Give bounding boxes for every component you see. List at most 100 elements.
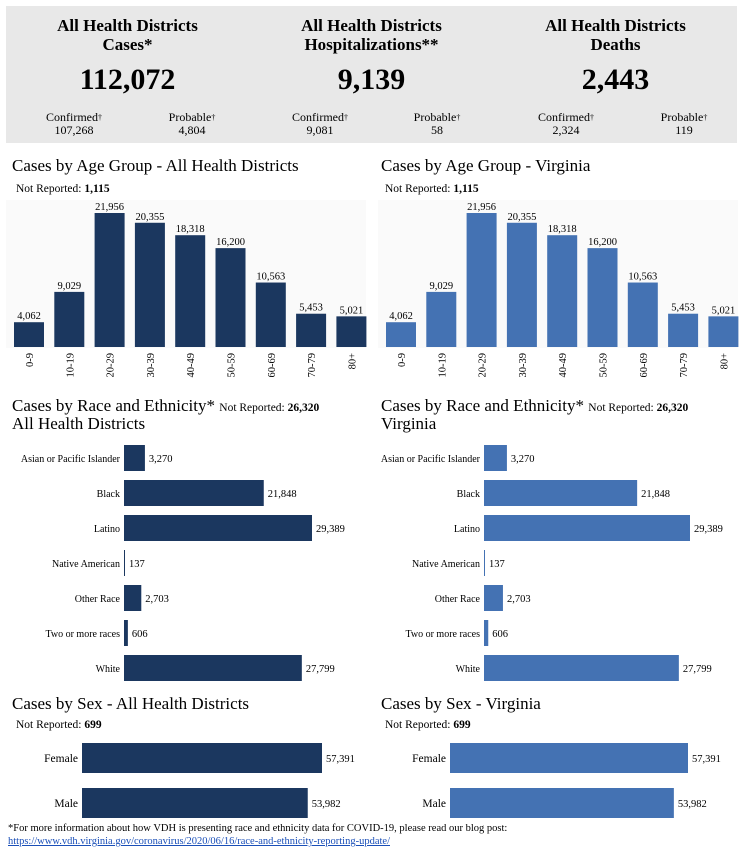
bar-50-59 bbox=[215, 248, 246, 347]
kpi-hosp-confirmed: Confirmed† 9,081 bbox=[270, 111, 370, 137]
not-reported-value: 1,115 bbox=[453, 183, 479, 195]
x-tick-label: 20-29 bbox=[478, 353, 489, 378]
probable-label: Probable bbox=[660, 110, 704, 124]
age-left-chart: 4,062 0-9 9,029 10-19 21,956 20-29 20,355 30-39… bbox=[6, 200, 367, 378]
x-tick-label: 0-9 bbox=[25, 353, 36, 367]
bar-value-label: 18,318 bbox=[176, 224, 205, 235]
not-reported-label: Not Reported: bbox=[385, 719, 451, 731]
bar-value-label: 29,389 bbox=[694, 524, 723, 535]
y-tick-label: Asian or Pacific Islander bbox=[381, 454, 481, 465]
x-tick-label: 50-59 bbox=[227, 353, 238, 378]
bar-60-69 bbox=[627, 282, 658, 347]
y-tick-label: White bbox=[96, 664, 121, 675]
bar-Latino bbox=[124, 515, 312, 541]
probable-value: 58 bbox=[431, 123, 443, 137]
x-tick-label: 80+ bbox=[347, 353, 358, 370]
kpi-cases-title-line2: Cases* bbox=[102, 35, 153, 54]
y-tick-label: Native American bbox=[52, 559, 120, 570]
y-tick-label: Other Race bbox=[75, 594, 121, 605]
y-tick-label: Other Race bbox=[435, 594, 481, 605]
bar-value-label: 137 bbox=[489, 559, 505, 570]
bar-value-label: 9,029 bbox=[429, 281, 453, 292]
bar-Black bbox=[124, 480, 264, 506]
bar-value-label: 21,848 bbox=[641, 489, 670, 500]
x-tick-label: 60-69 bbox=[267, 353, 278, 378]
race-left-title: Cases by Race and Ethnicity* Not Reporte… bbox=[12, 396, 319, 418]
probable-label: Probable bbox=[413, 110, 457, 124]
not-reported-label: Not Reported: bbox=[588, 402, 654, 414]
bar-value-label: 606 bbox=[132, 629, 148, 640]
race-right-not-reported: Not Reported: 26,320 bbox=[588, 402, 688, 414]
x-tick-label: 10-19 bbox=[437, 353, 448, 378]
kpi-deaths-confirmed: Confirmed† 2,324 bbox=[516, 111, 616, 137]
bar-Asian or Pacific Islander bbox=[484, 445, 507, 471]
x-tick-label: 60-69 bbox=[639, 353, 650, 378]
race-left-title-text: Cases by Race and Ethnicity* bbox=[12, 396, 216, 415]
race-panel-right: Cases by Race and Ethnicity* Not Reporte… bbox=[381, 396, 741, 436]
bar-value-label: 21,956 bbox=[95, 202, 124, 213]
confirmed-label: Confirmed bbox=[292, 110, 344, 124]
y-tick-label: Asian or Pacific Islander bbox=[21, 454, 121, 465]
x-tick-label: 70-79 bbox=[679, 353, 690, 378]
bar-value-label: 137 bbox=[129, 559, 145, 570]
bar-value-label: 53,982 bbox=[678, 799, 707, 810]
y-tick-label: Two or more races bbox=[405, 629, 480, 640]
sex-right-title: Cases by Sex - Virginia bbox=[381, 694, 541, 713]
footnote: *For more information about how VDH is p… bbox=[8, 822, 738, 848]
bar-80+ bbox=[336, 316, 367, 347]
x-tick-label: 50-59 bbox=[599, 353, 610, 378]
bar-White bbox=[484, 655, 679, 681]
dagger: † bbox=[211, 113, 216, 122]
race-right-title: Cases by Race and Ethnicity* Not Reporte… bbox=[381, 396, 688, 418]
kpi-hosp-title-line2: Hospitalizations** bbox=[304, 35, 439, 54]
probable-value: 119 bbox=[675, 123, 693, 137]
kpi-deaths-title: All Health Districts Deaths bbox=[494, 16, 737, 54]
y-tick-label: Native American bbox=[412, 559, 480, 570]
bar-value-label: 53,982 bbox=[312, 799, 341, 810]
x-tick-label: 80+ bbox=[719, 353, 730, 370]
summary-panel: All Health Districts Cases* 112,072 Conf… bbox=[6, 6, 737, 143]
bar-value-label: 18,318 bbox=[548, 224, 577, 235]
age-panel-right: Cases by Age Group - Virginia Not Report… bbox=[381, 156, 741, 386]
y-tick-label: Black bbox=[457, 489, 480, 500]
sex-panel-left: Cases by Sex - All Health Districts Not … bbox=[12, 694, 372, 734]
not-reported-value: 26,320 bbox=[656, 402, 689, 414]
bar-value-label: 27,799 bbox=[306, 664, 335, 675]
footnote-text: *For more information about how VDH is p… bbox=[8, 823, 508, 834]
bar-0-9 bbox=[14, 322, 44, 347]
bar-value-label: 21,956 bbox=[467, 202, 496, 213]
bar-Black bbox=[484, 480, 638, 506]
bar-value-label: 2,703 bbox=[145, 594, 169, 605]
bar-value-label: 5,021 bbox=[712, 305, 736, 316]
age-right-not-reported: Not Reported: 1,115 bbox=[385, 183, 479, 195]
bar-Two or more races bbox=[124, 620, 128, 646]
y-tick-label: Female bbox=[412, 753, 446, 765]
race-left-chart: Asian or Pacific Islander 3,270 Black 21,84… bbox=[21, 445, 345, 681]
age-right-chart: 4,062 0-9 9,029 10-19 21,956 20-29 20,355 30-39… bbox=[378, 200, 739, 378]
sex-panel-right: Cases by Sex - Virginia Not Reported: 69… bbox=[381, 694, 741, 734]
age-right-title: Cases by Age Group - Virginia bbox=[381, 156, 591, 175]
y-tick-label: White bbox=[456, 664, 481, 675]
bar-Two or more races bbox=[484, 620, 489, 646]
race-left-subtitle: All Health Districts bbox=[12, 414, 146, 433]
kpi-hosp-probable: Probable† 58 bbox=[387, 111, 487, 137]
footnote-link[interactable]: https://www.vdh.virginia.gov/coronavirus… bbox=[8, 836, 390, 847]
bar-10-19 bbox=[426, 291, 457, 347]
age-panel-left: Cases by Age Group - All Health District… bbox=[12, 156, 372, 386]
dagger: † bbox=[703, 113, 708, 122]
kpi-hosp-total: 9,139 bbox=[337, 63, 406, 96]
kpi-cases-title-line1: All Health Districts bbox=[57, 16, 198, 35]
kpi-cases-title: All Health Districts Cases* bbox=[6, 16, 249, 54]
race-left-not-reported: Not Reported: 26,320 bbox=[219, 402, 319, 414]
kpi-deaths-total: 2,443 bbox=[581, 63, 650, 96]
race-right-title-text: Cases by Race and Ethnicity* bbox=[381, 396, 585, 415]
kpi-cases-confirmed: Confirmed† 107,268 bbox=[24, 111, 124, 137]
y-tick-label: Female bbox=[44, 753, 78, 765]
y-tick-label: Two or more races bbox=[45, 629, 120, 640]
not-reported-label: Not Reported: bbox=[16, 719, 82, 731]
kpi-hosp-title-line1: All Health Districts bbox=[301, 16, 442, 35]
kpi-hospitalizations: All Health Districts Hospitalizations** … bbox=[250, 6, 493, 143]
not-reported-value: 699 bbox=[84, 719, 102, 731]
not-reported-value: 699 bbox=[453, 719, 471, 731]
bar-value-label: 5,453 bbox=[671, 303, 695, 314]
